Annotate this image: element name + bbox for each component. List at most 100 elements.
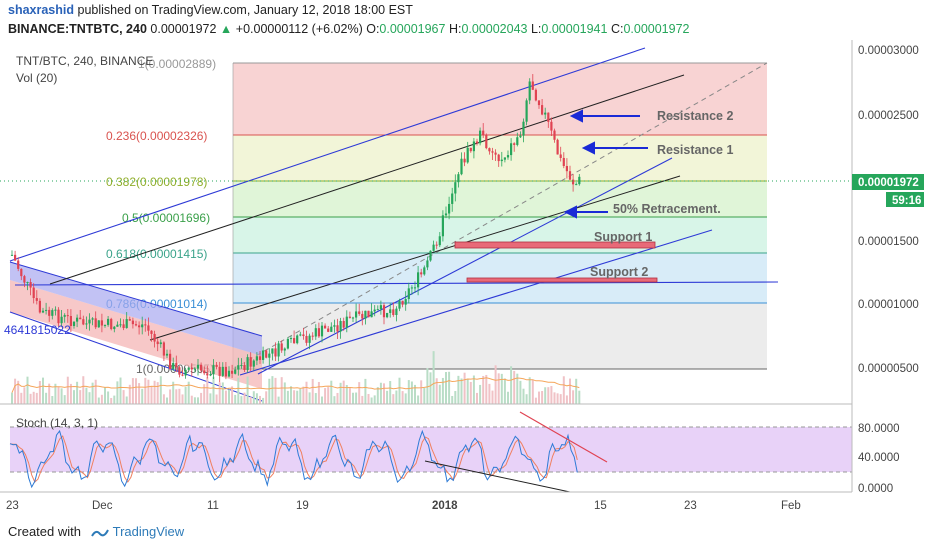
candle-body: [193, 368, 196, 370]
candle-body: [516, 137, 519, 145]
y-tick-15: 0.00001500: [858, 236, 919, 248]
candle-body: [113, 326, 116, 330]
candle-body: [506, 155, 510, 158]
volume-bar: [144, 377, 147, 404]
candle-body: [339, 320, 342, 332]
candle-body: [407, 288, 410, 300]
volume-bar: [342, 380, 345, 404]
candle-body: [221, 366, 224, 376]
volume-bar: [507, 391, 509, 404]
volume-bar: [274, 377, 277, 404]
volume-bar: [299, 388, 302, 404]
candle-body: [23, 276, 26, 283]
candle-body: [181, 374, 184, 376]
volume-bar: [104, 387, 106, 404]
volume-bar: [162, 394, 165, 404]
candle-body: [293, 338, 296, 344]
candle-body: [231, 370, 234, 374]
downtrend-channel-top: [9, 261, 263, 337]
candle-body: [448, 203, 451, 214]
volume-bar: [184, 386, 187, 404]
tradingview-logo-icon: [90, 529, 109, 537]
candle-body: [119, 324, 122, 326]
volume-bar: [66, 376, 69, 404]
candle-body: [497, 154, 500, 162]
volume-bar: [460, 378, 463, 404]
volume-bar: [364, 378, 367, 404]
volume-bar: [491, 390, 494, 404]
annotation-resistance-2: Resistance 2: [657, 109, 733, 123]
candle-body: [423, 267, 426, 275]
candle-body: [404, 299, 407, 305]
candle-body: [82, 319, 85, 325]
candle-body: [572, 179, 575, 185]
candle-body: [262, 350, 265, 360]
volume-bar: [457, 375, 460, 404]
candle-body: [519, 135, 522, 138]
candle-body: [510, 143, 513, 156]
volume-bar: [237, 377, 240, 404]
candle-body: [218, 366, 221, 376]
volume-bar: [175, 389, 178, 404]
candle-body: [361, 313, 364, 319]
volume-bar: [321, 396, 323, 404]
author-name[interactable]: shaxrashid: [8, 3, 75, 17]
volume-bar: [553, 392, 556, 404]
candle-body: [153, 333, 156, 342]
candle-body: [537, 100, 541, 106]
candle-body: [559, 154, 562, 158]
volume-bar: [308, 392, 311, 404]
time-axis-labels: 23 Dec 11 19 2018 15 23 Feb: [6, 500, 801, 512]
support-1-zone: [454, 241, 656, 249]
volume-bar: [441, 377, 444, 404]
volume-bar: [159, 376, 162, 404]
candle-body: [355, 311, 358, 318]
candle-body: [370, 311, 373, 318]
candle-body: [252, 360, 255, 367]
volume-bar: [314, 393, 317, 404]
candle-body: [60, 316, 63, 324]
high-label: H:: [448, 22, 462, 36]
candle-body: [556, 139, 559, 155]
candle-body: [469, 147, 472, 152]
close-value: 0.00001972: [623, 22, 690, 36]
volume-bars: [11, 351, 581, 404]
volume-bar: [181, 394, 184, 404]
volume-bar: [85, 387, 88, 404]
ascending-channel-mid: [257, 157, 673, 375]
price-chart[interactable]: 1(0.00002889) 0.236(0.00002326) 0.382(0.…: [0, 40, 932, 516]
candle-body: [209, 374, 212, 376]
volume-bar: [153, 380, 156, 404]
volume-bar: [296, 390, 299, 404]
volume-bar: [119, 377, 122, 404]
tradingview-link[interactable]: TradingView: [112, 524, 185, 539]
candle-body: [441, 215, 444, 237]
volume-bar: [57, 387, 60, 404]
candle-body: [178, 367, 181, 375]
volume-bar: [116, 381, 119, 404]
volume-bar: [63, 395, 66, 404]
candle-body: [454, 182, 457, 194]
volume-bar: [228, 389, 230, 404]
volume-bar: [190, 395, 193, 404]
candle-body: [544, 112, 547, 115]
volume-bar: [197, 397, 199, 404]
volume-bar: [277, 396, 280, 404]
volume-bar: [494, 365, 497, 404]
volume-bar: [451, 395, 454, 404]
volume-bar: [355, 392, 358, 404]
candle-body: [141, 324, 144, 328]
publish-line: shaxrashid published on TradingView.com,…: [8, 3, 413, 17]
candle-body: [342, 320, 345, 328]
x-tick-23: 23: [6, 500, 19, 512]
candle-body: [565, 165, 568, 172]
candle-body: [367, 310, 370, 318]
candle-body: [482, 130, 485, 136]
volume-bar: [330, 380, 333, 404]
volume-bar: [516, 373, 519, 404]
candle-body: [200, 364, 203, 371]
volume-bar: [429, 372, 432, 404]
candle-body: [26, 282, 29, 284]
candle-body: [460, 158, 463, 175]
volume-bar: [243, 392, 246, 404]
